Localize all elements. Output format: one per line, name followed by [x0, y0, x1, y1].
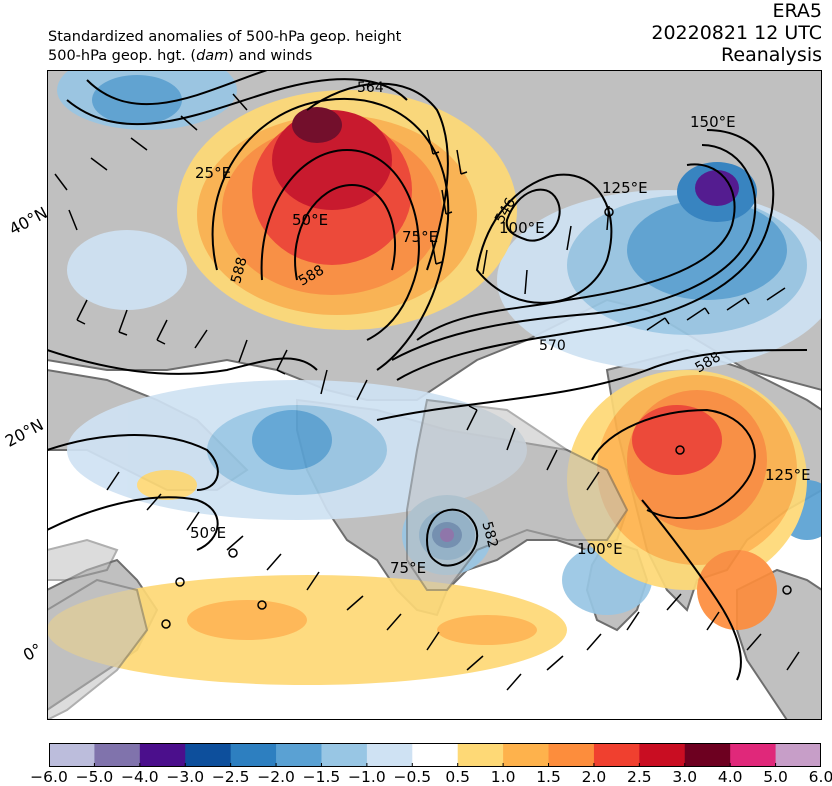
run-info: ERA5 20220821 12 UTC Reanalysis: [651, 0, 822, 66]
map-border: [47, 70, 822, 720]
colorbar-tick-label: −0.5: [393, 768, 432, 786]
colorbar-segment: [412, 743, 459, 767]
lon-label-25e: 25°E: [195, 164, 231, 182]
colorbar-segment: [49, 743, 95, 767]
colorbar-segment: [548, 743, 595, 767]
colorbar-border: [49, 743, 821, 767]
colorbar-segment: [185, 743, 232, 767]
height-contours: [47, 70, 808, 681]
colorbar-tick-label: 0.5: [445, 768, 471, 786]
colorbar-tick-label: 4.0: [717, 768, 743, 786]
location-markers: [161, 207, 792, 629]
lon-label-75e-south: 75°E: [390, 559, 426, 577]
lat-label-40n: 40°N: [6, 203, 51, 239]
title-line-1: Standardized anomalies of 500-hPa geop. …: [48, 29, 402, 45]
colorbar-segment: [503, 743, 550, 767]
lon-label-150e: 150°E: [690, 113, 736, 131]
colorbar-segment: [457, 743, 504, 767]
colorbar-tick-label: −1.0: [348, 768, 386, 786]
colorbar-tick-label: 2.0: [581, 768, 607, 786]
lat-label-0: 0°: [20, 639, 45, 665]
colorbar-tick-label: −5.0: [75, 768, 114, 786]
colorbar-tick-labels: −6.0 −5.0 −4.0 −3.0 −2.5 −2.0 −1.5 −1.0 −0.5 0.5 1…: [0, 768, 832, 786]
colorbar-tick-label: −2.5: [211, 768, 250, 786]
wind-barbs: [54, 93, 800, 691]
colorbar-segment: [230, 743, 277, 767]
colorbar-segment: [775, 743, 821, 767]
contour-label-588-west: 588: [228, 255, 250, 285]
colorbar-tick-label: 3.0: [672, 768, 698, 786]
colorbar-segment: [684, 743, 731, 767]
title-line-2: 500-hPa geop. hgt. (dam) and winds: [48, 48, 313, 64]
product-label: Reanalysis: [721, 44, 822, 66]
contour-label-570: 570: [539, 338, 566, 354]
lat-label-20n: 20°N: [2, 415, 47, 451]
lon-label-100e: 100°E: [499, 219, 545, 237]
colorbar-tick-label: 1.0: [490, 768, 516, 786]
source-label: ERA5: [772, 0, 822, 22]
colorbar-segment: [321, 743, 368, 767]
colorbar-tick-label: −2.0: [257, 768, 295, 786]
colorbar-segment: [276, 743, 322, 767]
colorbar-segment: [94, 743, 141, 767]
colorbar-segment: [730, 743, 777, 767]
lon-label-100e-south: 100°E: [577, 540, 623, 558]
lon-label-50e: 50°E: [292, 211, 328, 229]
colorbar-tick-label: 6.0: [808, 768, 832, 786]
contour-label-582: 582: [478, 520, 500, 550]
colorbar-tick-label: −1.5: [302, 768, 341, 786]
longitude-labels: 25°E 50°E 75°E 100°E 125°E 150°E 50°E 75…: [190, 113, 811, 577]
colorbar-segment: [139, 743, 186, 767]
colorbar-tick-label: −3.0: [166, 768, 205, 786]
colorbar: [49, 743, 821, 767]
lon-label-125e: 125°E: [602, 179, 648, 197]
lon-label-125e-south: 125°E: [765, 466, 811, 484]
colorbar-tick-label: −6.0: [30, 768, 68, 786]
colorbar-segment: [366, 743, 413, 767]
colorbar-tick-label: 1.5: [536, 768, 561, 786]
lon-label-50e-south: 50°E: [190, 524, 226, 542]
colorbar-segment: [639, 743, 686, 767]
colorbar-tick-label: −4.0: [120, 768, 159, 786]
chart-title: Standardized anomalies of 500-hPa geop. …: [48, 28, 401, 66]
lon-label-75e: 75°E: [402, 228, 438, 246]
contour-label-564: 564: [357, 80, 384, 96]
datetime-label: 20220821 12 UTC: [651, 22, 822, 44]
weather-map: 25°E 50°E 75°E 100°E 125°E 150°E 50°E 75…: [47, 70, 822, 720]
colorbar-segment: [593, 743, 640, 767]
colorbar-tick-label: 5.0: [763, 768, 788, 786]
land-overlay: [47, 398, 629, 720]
colorbar-tick-label: 2.5: [627, 768, 652, 786]
